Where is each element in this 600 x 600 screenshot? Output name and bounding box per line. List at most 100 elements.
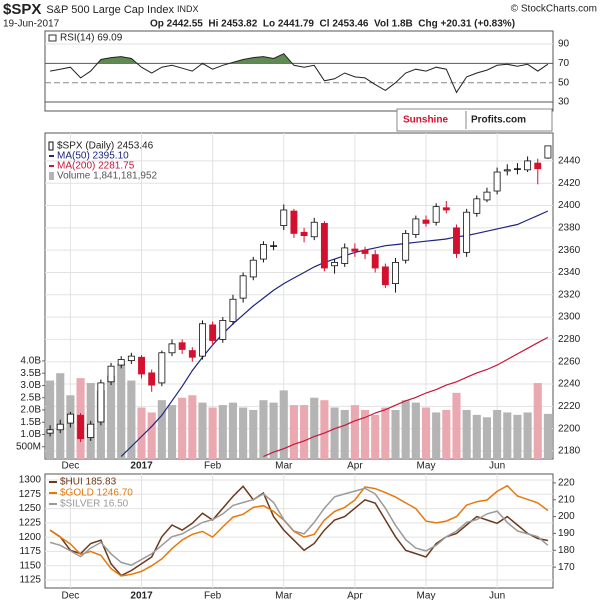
candle-body [442,207,450,211]
legend-label: $SPX (Daily) 2453.46 [57,141,154,152]
y-tick-label: 2400 [558,200,581,211]
y-tick-label: 1125 [19,575,41,586]
marks: 30 50 70 90 RSI(14) 69.09 2180 2200 2220 2240 226… [16,33,581,600]
volume-bar [56,373,65,459]
y-tick-label: 190 [558,528,575,539]
exchange: INDX [177,4,199,14]
y-tick-label: 2380 [558,222,581,233]
volume-bar [350,405,359,459]
candle-body [148,372,156,386]
logo-box [396,108,553,132]
candle-body [249,259,257,278]
date: 19-Jun-2017 [3,19,60,30]
candle-body [463,211,471,253]
x-tick-label: May [417,591,436,600]
y-tick-label: 4.0B [20,356,41,367]
volume-bar [472,414,481,459]
y-tick-label: 2.5B [20,392,41,403]
x-tick-label: Feb [204,461,222,472]
candle-body [290,210,298,234]
y-tick-label: 1175 [19,546,41,557]
y-tick-label: 500M [16,441,41,452]
volume-bar [228,402,238,459]
candle-body [371,254,379,269]
y-tick-label: 2340 [558,267,581,278]
index-name: S&P 500 Large Cap Index [46,4,174,16]
volume-bar [249,409,258,459]
y-tick-label: 2300 [558,312,581,323]
x-tick-label: 2017 [130,591,153,600]
y-tick-label: 200 [558,511,575,522]
candle-body [158,352,166,384]
candle-body [513,168,521,170]
series-line [49,484,549,577]
volume-bar [411,402,420,459]
y-tick-label: 1200 [19,532,42,543]
y-tick-label: 2360 [558,245,581,256]
candle-body [188,350,196,358]
candle-body [168,343,176,354]
volume-bar [452,392,461,459]
y-tick-label: 50 [558,77,570,88]
candle-body [392,262,399,285]
x-tick-label: Feb [204,591,222,600]
volume-bar [239,407,248,459]
y-tick-label: 2280 [558,334,581,345]
y-tick-label: 3.5B [20,368,41,379]
candle-body [534,162,542,170]
logo-brand: Sunshine [403,115,448,126]
legend-label: Volume 1,841,181,952 [57,171,158,182]
candle-body [209,324,217,341]
series-line [49,485,549,577]
y-tick-label: 210 [558,494,575,505]
price-frame [44,132,554,460]
candle-body [56,423,64,431]
y-tick-label: 1300 [19,475,42,486]
candle-body [229,298,237,322]
volume-bar [178,397,187,459]
quote: Op 2442.55 Hi 2453.82 Lo 2441.79 Cl 2453… [150,19,515,30]
volume-bar [523,412,532,459]
y-tick-label: 2240 [558,379,581,390]
candle-body [107,365,115,383]
rsi-frame [44,30,554,112]
candle-body [544,145,552,159]
candle-body [381,266,389,286]
rsi-title: RSI(14) 69.09 [60,33,123,44]
candle-body [178,342,186,350]
x-tick-label: Apr [347,461,363,472]
x-tick-label: Dec [62,591,80,600]
candle-body [199,323,206,357]
x-tick-label: 2017 [130,461,153,472]
candle-body [87,423,95,438]
candle-body [77,414,85,440]
candle-body [351,248,359,252]
candle-body [422,219,430,224]
y-tick-label: 180 [558,545,575,556]
y-tick-label: 90 [558,39,570,50]
candle-body [483,191,491,201]
header-line: $SPX S&P 500 Large Cap Index INDX [3,1,199,18]
legend-label: $SILVER 16.50 [60,499,129,510]
volume-bar [310,397,319,459]
volume-bar [269,402,278,459]
volume-bar [371,414,380,459]
x-tick-label: May [417,461,436,472]
volume-bar [432,412,441,459]
candle-body [310,221,318,238]
y-tick-label: 70 [558,58,570,69]
volume-bar [462,409,471,459]
volume-bar [218,405,227,459]
series-line [49,487,549,567]
volume-bar [482,417,492,459]
volume-bar [198,402,207,459]
candle-body [46,429,54,434]
volume-bar [300,405,309,459]
y-tick-label: 2180 [558,446,581,457]
volume-bar [46,380,55,459]
volume-bar [442,409,451,459]
y-tick-label: 2440 [558,156,581,167]
volume-bar [157,400,166,459]
y-tick-label: 2200 [558,423,581,434]
